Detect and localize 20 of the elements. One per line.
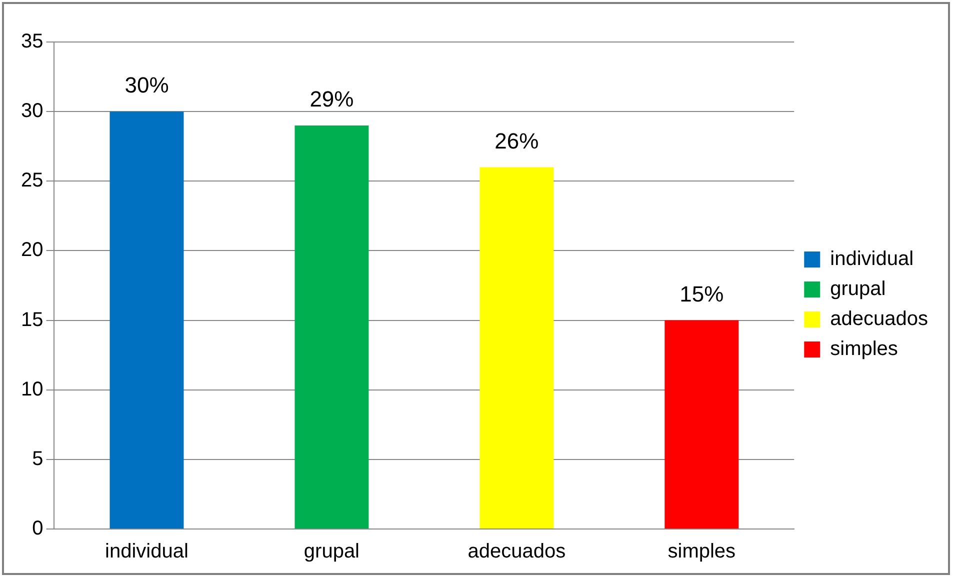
legend-label: simples <box>830 338 898 360</box>
legend-label: individual <box>830 248 914 270</box>
y-tick-label: 35 <box>20 30 44 53</box>
y-tick-label: 30 <box>20 100 44 122</box>
y-tick-label: 15 <box>20 308 44 331</box>
data-label: 15% <box>680 281 724 306</box>
x-tick-label: adecuados <box>468 540 566 563</box>
x-tick-label: grupal <box>304 540 360 563</box>
x-tick-label: individual <box>105 540 188 563</box>
x-tick-label: simples <box>668 540 736 563</box>
data-label: 26% <box>494 128 539 154</box>
legend-label: adecuados <box>830 308 928 330</box>
y-tick-label: 20 <box>20 239 44 262</box>
data-label: 30% <box>124 72 169 98</box>
legend-label: grupal <box>830 278 886 300</box>
y-tick-label: 10 <box>20 378 44 400</box>
y-tick-label: 0 <box>32 518 44 540</box>
y-tick-label: 5 <box>32 448 44 470</box>
data-label: 29% <box>310 86 354 112</box>
y-tick-label: 25 <box>20 170 44 192</box>
